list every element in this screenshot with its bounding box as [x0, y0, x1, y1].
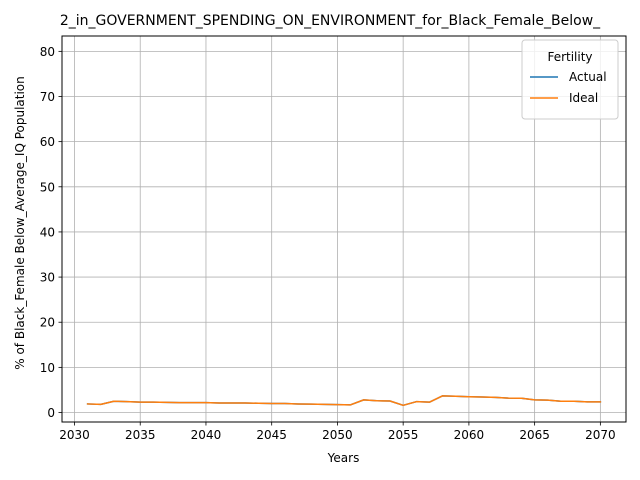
grid-lines	[62, 36, 626, 422]
legend: Fertility Actual Ideal	[521, 39, 619, 120]
chart-title: 2_in_GOVERNMENT_SPENDING_ON_ENVIRONMENT_…	[60, 13, 601, 29]
y-tick-label: 40	[40, 225, 55, 239]
x-tick-label: 2030	[59, 428, 90, 442]
y-tick-label: 60	[40, 135, 55, 149]
x-tick-label: 2040	[191, 428, 222, 442]
y-tick-label: 80	[40, 45, 55, 59]
y-axis-label: % of Black_Female Below_Average_IQ Popul…	[13, 76, 27, 370]
y-axis-ticks: 0 10 20 30 40 50 60 70 80	[40, 45, 62, 420]
y-tick-label: 70	[40, 90, 55, 104]
plot-frame	[61, 35, 627, 423]
legend-box	[521, 39, 619, 120]
x-tick-label: 2050	[322, 428, 353, 442]
x-tick-label: 2070	[585, 428, 616, 442]
series-line-ideal	[86, 395, 602, 407]
legend-label-actual: Actual	[569, 70, 607, 84]
legend-label-ideal: Ideal	[569, 91, 598, 105]
y-tick-label: 50	[40, 180, 55, 194]
x-axis-ticks: 2030 2035 2040 2045 2050 2055 2060 2065 2070	[59, 422, 616, 442]
y-tick-label: 30	[40, 271, 55, 285]
x-tick-label: 2055	[388, 428, 419, 442]
legend-title: Fertility	[547, 50, 592, 64]
series-lines	[86, 395, 602, 407]
x-tick-label: 2035	[125, 428, 156, 442]
y-tick-label: 20	[40, 316, 55, 330]
x-tick-label: 2060	[454, 428, 485, 442]
y-tick-label: 10	[40, 361, 55, 375]
x-tick-label: 2045	[256, 428, 287, 442]
series-line-actual	[86, 395, 602, 407]
x-axis-label: Years	[327, 451, 360, 465]
y-tick-label: 0	[47, 406, 55, 420]
x-tick-label: 2065	[519, 428, 550, 442]
